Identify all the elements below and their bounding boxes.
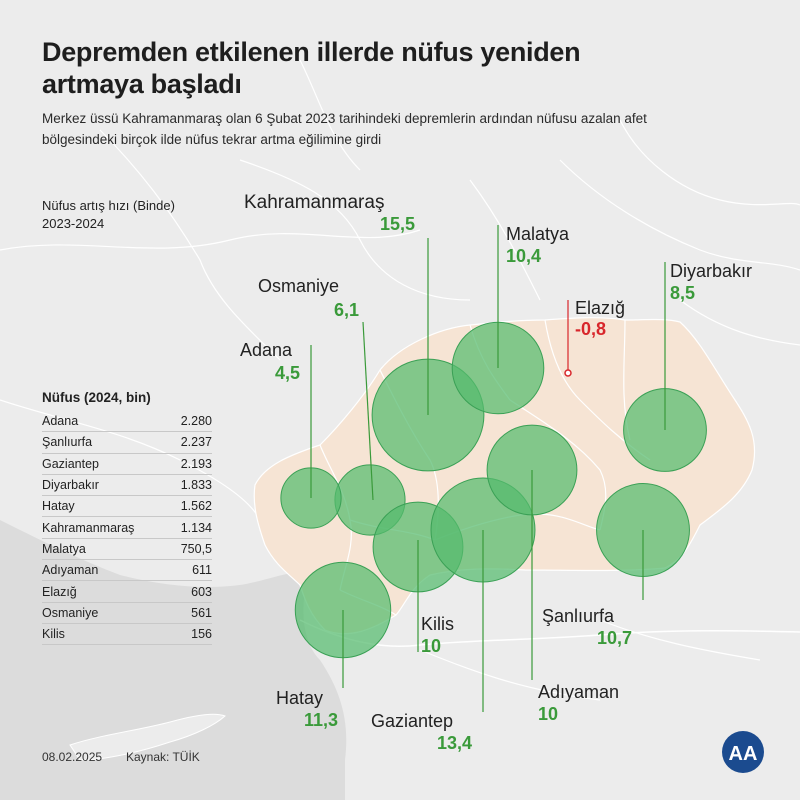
table-row: Malatya 750,5 xyxy=(42,539,212,561)
label-osmaniye: Osmaniye xyxy=(258,276,340,296)
table-value: 1.833 xyxy=(180,478,212,493)
label-kilis: Kilis xyxy=(421,614,455,634)
population-table: Nüfus (2024, bin) Adana 2.280 Şanlıurfa 2.… xyxy=(42,390,212,646)
table-value: 2.193 xyxy=(180,456,212,471)
table-city: Adana xyxy=(42,414,79,429)
table-value: 2.237 xyxy=(180,435,212,450)
growth-legend-line1: Nüfus artış hızı (Binde) xyxy=(42,198,175,213)
growth-legend-line2: 2023-2024 xyxy=(42,216,105,231)
table-city: Gaziantep xyxy=(42,456,99,471)
table-city: Diyarbakır xyxy=(42,478,99,493)
label-kahramanmaras: Kahramanmaraş xyxy=(244,192,385,213)
table-city: Adıyaman xyxy=(42,563,99,578)
rate-adiyaman: 10 xyxy=(538,704,559,724)
label-adana: Adana xyxy=(240,340,293,360)
table-row: Elazığ 603 xyxy=(42,581,212,603)
rate-hatay: 11,3 xyxy=(304,710,339,730)
table-row: Gaziantep 2.193 xyxy=(42,454,212,475)
rate-kilis: 10 xyxy=(421,636,442,656)
table-row: Kilis 156 xyxy=(42,624,212,646)
rate-malatya: 10,4 xyxy=(506,246,542,266)
label-hatay: Hatay xyxy=(276,688,324,708)
table-row: Adana 2.280 xyxy=(42,411,212,433)
table-value: 611 xyxy=(192,563,212,578)
table-row: Adıyaman 611 xyxy=(42,560,212,582)
table-city: Malatya xyxy=(42,541,86,556)
aa-logo: AA xyxy=(722,731,764,773)
table-city: Şanlıurfa xyxy=(42,435,93,450)
rate-osmaniye: 6,1 xyxy=(334,300,360,320)
leader-osmaniye xyxy=(362,321,374,501)
growth-legend: Nüfus artış hızı (Binde) 2023-2024 xyxy=(42,197,175,233)
page-subtitle: Merkez üssü Kahramanmaraş olan 6 Şubat 2… xyxy=(42,111,647,147)
bubble-elazig xyxy=(564,369,572,377)
aa-logo-text: AA xyxy=(729,743,758,765)
rate-diyarbakir: 8,5 xyxy=(670,283,696,303)
rate-elazig: -0,8 xyxy=(575,319,607,339)
province-borders xyxy=(0,59,800,701)
page-title: Depremden etkilenen illerde nüfus yenide… xyxy=(42,37,581,99)
table-city: Kahramanmaraş xyxy=(42,520,135,535)
table-row: Şanlıurfa 2.237 xyxy=(42,432,212,454)
table-row: Hatay 1.562 xyxy=(42,496,212,518)
table-value: 156 xyxy=(191,627,212,642)
table-row: Osmaniye 561 xyxy=(42,603,212,624)
table-city: Kilis xyxy=(42,627,65,642)
footer-date: 08.02.2025 xyxy=(42,750,103,764)
table-value: 1.134 xyxy=(180,520,212,535)
table-value: 750,5 xyxy=(180,541,212,556)
cyprus-island xyxy=(69,713,226,761)
label-sanliurfa: Şanlıurfa xyxy=(542,606,615,626)
rate-gaziantep: 13,4 xyxy=(437,733,473,753)
label-elazig: Elazığ xyxy=(575,298,626,318)
table-city: Osmaniye xyxy=(42,605,99,620)
footer-source: Kaynak: TÜİK xyxy=(126,750,200,764)
mediterranean-sea xyxy=(0,520,347,800)
table-value: 603 xyxy=(191,584,212,599)
label-malatya: Malatya xyxy=(506,224,570,244)
table-row: Diyarbakır 1.833 xyxy=(42,475,212,497)
table-value: 2.280 xyxy=(180,414,212,429)
aa-logo-circle xyxy=(722,731,764,773)
leader-lines xyxy=(310,225,666,712)
table-value: 561 xyxy=(191,605,212,620)
table-city: Hatay xyxy=(42,499,75,514)
label-gaziantep: Gaziantep xyxy=(371,711,454,731)
rate-sanliurfa: 10,7 xyxy=(597,628,633,648)
label-adiyaman: Adıyaman xyxy=(538,682,620,702)
rate-adana: 4,5 xyxy=(275,363,301,383)
label-diyarbakir: Diyarbakır xyxy=(670,261,753,281)
population-table-header: Nüfus (2024, bin) xyxy=(42,390,151,405)
rate-kahramanmaras: 15,5 xyxy=(380,214,416,234)
table-row: Kahramanmaraş 1.134 xyxy=(42,517,212,539)
table-value: 1.562 xyxy=(180,499,212,514)
table-city: Elazığ xyxy=(42,584,77,599)
